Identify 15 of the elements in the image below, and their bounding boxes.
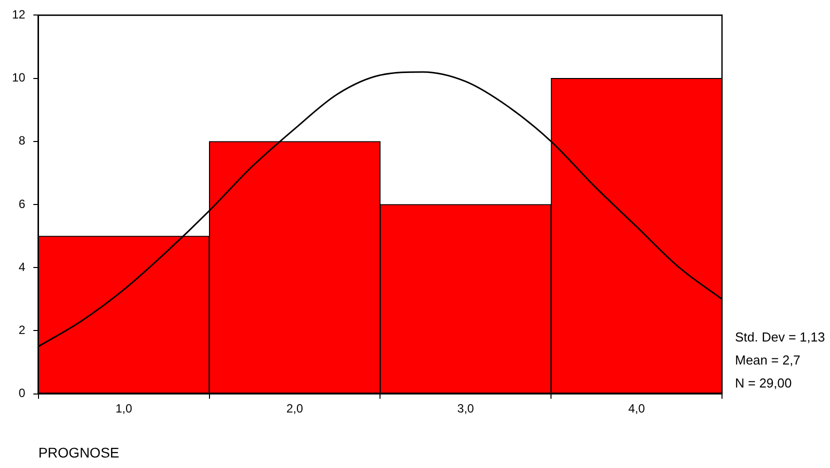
x-axis-title: PROGNOSE — [38, 444, 120, 460]
x-tick-label: 1,0 — [115, 401, 132, 416]
text: Std. Dev = 1,13 — [735, 329, 825, 344]
x-tick-label: 2,0 — [286, 401, 304, 416]
y-tick-label: 10 — [12, 70, 26, 85]
y-tick-label: 4 — [18, 260, 26, 274]
text: Mean = 2,7 — [735, 352, 800, 368]
x-tick-label: 4,0 — [628, 401, 646, 416]
y-tick-label: 6 — [18, 196, 26, 211]
y-tick-label: 8 — [18, 134, 26, 148]
y-tick-label: 2 — [18, 323, 26, 338]
text: N = 29,00 — [735, 375, 792, 390]
y-tick-label: 12 — [12, 8, 26, 22]
y-tick-label: 0 — [18, 386, 26, 400]
x-tick-label: 3,0 — [457, 401, 474, 416]
